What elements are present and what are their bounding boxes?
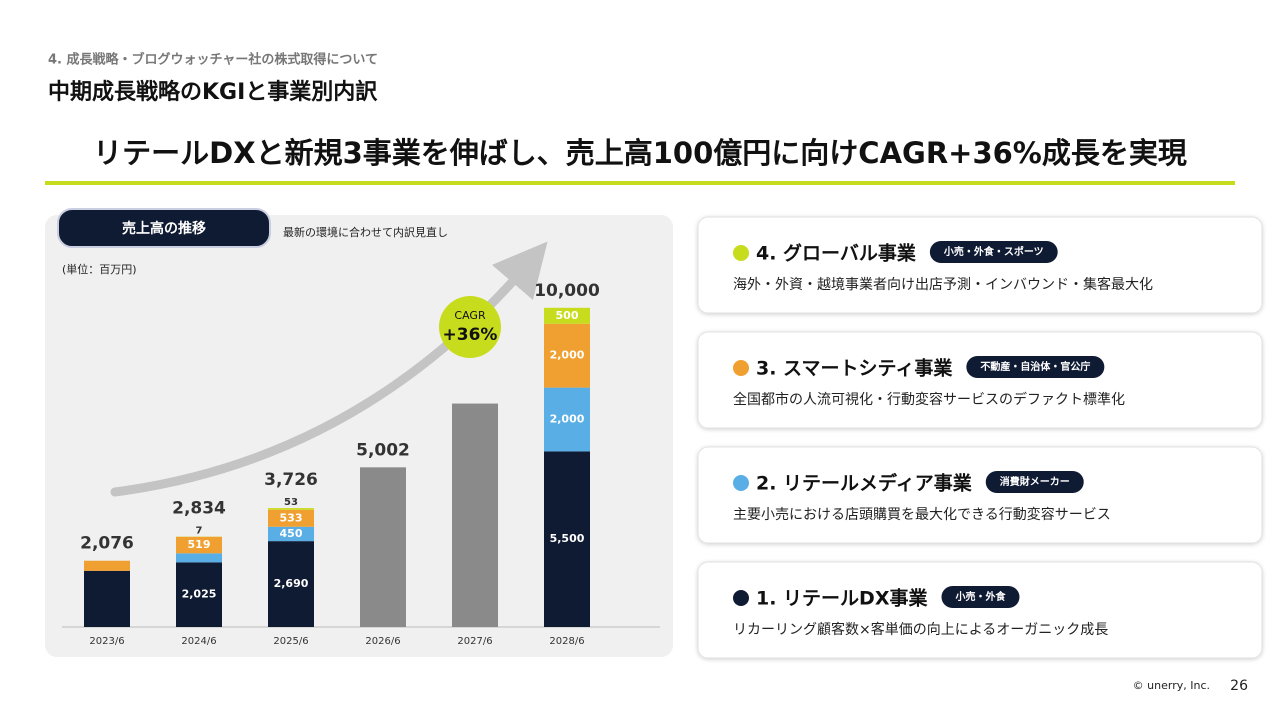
legend-dot — [733, 475, 749, 491]
card-tag: 小売・外食 — [954, 590, 1006, 603]
legend-dot — [733, 590, 749, 606]
total-label: 3,726 — [264, 470, 318, 490]
segment-label: 2,690 — [274, 577, 309, 590]
segment-label: 450 — [280, 527, 303, 540]
card-description: 主要小売における店頭購買を最大化できる行動変容サービス — [733, 506, 1111, 523]
x-tick-label: 2023/6 — [89, 636, 124, 647]
headline: リテールDXと新規3事業を伸ばし、売上高100億円に向けCAGR+36%成長を実… — [93, 136, 1187, 170]
unit: (単位：百万円) — [62, 262, 137, 276]
segment-label: 533 — [280, 511, 303, 524]
segment-label: 519 — [188, 538, 211, 551]
section: 4. 成長戦略・ブログウォッチャー社の株式取得について — [48, 52, 378, 68]
total-label: 2,076 — [80, 534, 134, 554]
card-description: 全国都市の人流可視化・行動変容サービスのデファクト標準化 — [733, 391, 1125, 408]
divider — [45, 181, 1235, 185]
card-description: 海外・外資・越境事業者向け出店予測・インバウンド・集客最大化 — [733, 276, 1153, 293]
segment-label-above: 7 — [196, 526, 203, 537]
title: 中期成長戦略のKGIと事業別内訳 — [48, 79, 378, 105]
cagr-value: +36% — [443, 325, 498, 345]
total-label: 10,000 — [534, 281, 600, 301]
card-tag: 消費財メーカー — [1000, 475, 1070, 488]
panel-label: 売上高の推移 — [122, 220, 206, 237]
bar-segment — [176, 553, 222, 562]
card-title: 3. スマートシティ事業 — [756, 357, 953, 380]
bar-segment — [452, 404, 498, 627]
x-tick-label: 2027/6 — [457, 636, 492, 647]
bar-segment — [268, 508, 314, 510]
copyright: © unerry, Inc. — [1133, 679, 1210, 692]
cagr-title: CAGR — [454, 309, 486, 322]
segment-label: 2,000 — [550, 413, 585, 426]
card-description: リカーリング顧客数×客単価の向上によるオーガニック成長 — [733, 621, 1108, 638]
segment-label: 2,025 — [182, 588, 217, 601]
card-title: 4. グローバル事業 — [756, 242, 917, 265]
x-tick-label: 2025/6 — [273, 636, 308, 647]
legend-dot — [733, 245, 749, 261]
bar-segment — [84, 571, 130, 627]
card-title: 2. リテールメディア事業 — [756, 472, 973, 495]
legend-dot — [733, 360, 749, 376]
page-number: 26 — [1230, 678, 1248, 694]
total-label: 5,002 — [356, 440, 410, 460]
business-card — [698, 217, 1262, 313]
business-card — [698, 332, 1262, 428]
panel-note: 最新の環境に合わせて内訳見直し — [283, 225, 448, 239]
bar-segment — [360, 467, 406, 627]
card-title: 1. リテールDX事業 — [756, 587, 928, 610]
bar-segment — [84, 561, 130, 571]
segment-label-above: 53 — [284, 497, 298, 508]
card-tag: 小売・外食・スポーツ — [943, 245, 1044, 258]
segment-label: 5,500 — [550, 532, 585, 545]
total-label: 2,834 — [172, 499, 226, 519]
business-card — [698, 447, 1262, 543]
business-card — [698, 562, 1262, 658]
x-tick-label: 2024/6 — [181, 636, 216, 647]
card-tag: 不動産・自治体・官公庁 — [980, 360, 1090, 373]
segment-label: 500 — [556, 309, 579, 322]
x-tick-label: 2026/6 — [365, 636, 400, 647]
x-tick-label: 2028/6 — [549, 636, 584, 647]
segment-label: 2,000 — [550, 349, 585, 362]
